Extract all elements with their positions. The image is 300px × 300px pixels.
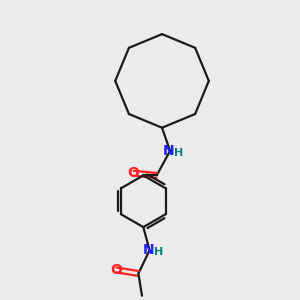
Text: O: O bbox=[110, 263, 122, 277]
Text: N: N bbox=[142, 243, 154, 257]
Text: H: H bbox=[174, 148, 184, 158]
Text: N: N bbox=[163, 144, 175, 158]
Text: O: O bbox=[128, 166, 140, 180]
Text: H: H bbox=[154, 247, 163, 257]
